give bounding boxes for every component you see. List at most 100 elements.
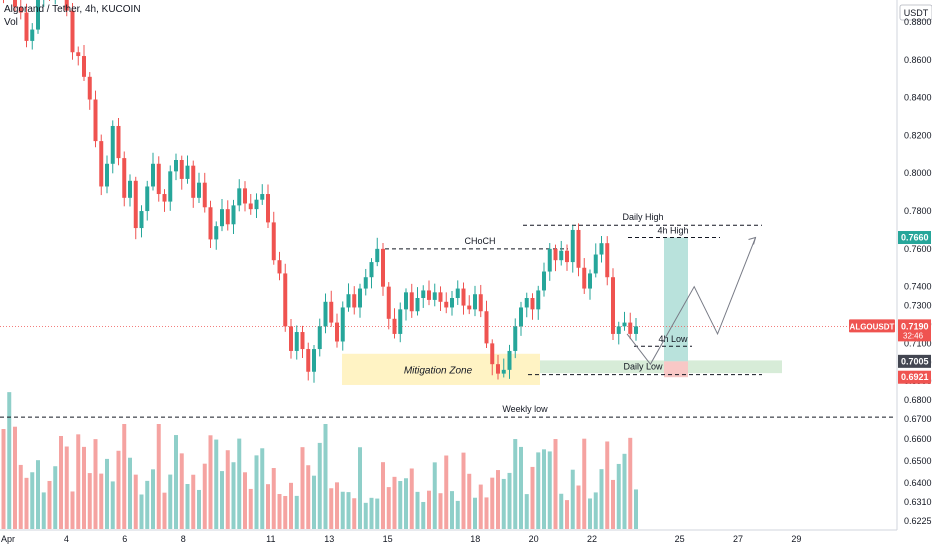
volume-bar [404,478,408,529]
current-price-tag: 0.7190 [901,321,929,331]
volume-bar [548,451,552,529]
volume-bar [577,486,581,529]
volume-bar [617,464,621,529]
volume-bar [25,478,29,529]
chart-title: Algorand / Tether, 4h, KUCOIN [4,3,141,16]
volume-bar [439,493,443,529]
volume-bar [329,488,333,529]
candle [588,273,592,288]
candle [312,349,316,372]
volume-bar [542,449,546,529]
candle [283,273,287,326]
volume-bar [479,485,483,529]
price-tick-label: 0.7300 [904,301,932,311]
volume-bar [525,494,529,529]
symbol-tag: ALGOUSDT [850,322,895,331]
volume-bar [467,474,471,529]
candle [105,164,109,187]
volume-bar [628,438,632,529]
candle [220,209,224,226]
volume-bar [582,439,586,529]
volume-bar [312,476,316,529]
volume-bar [53,466,57,529]
volume-bar [30,472,34,529]
price-tick-label: 0.6400 [904,478,932,488]
price-tick-label: 0.6500 [904,456,932,466]
candle [134,181,138,228]
time-tick-label: 25 [675,534,685,544]
candle [462,289,466,306]
candle [479,294,483,311]
candle [163,194,167,202]
volume-bar [416,492,420,529]
volume-bar [341,492,345,529]
weekly-low-label: Weekly low [502,404,548,414]
candle [335,323,339,342]
volume-bar [427,491,431,529]
candle [209,207,213,239]
volume-bar [306,465,310,529]
candle [364,277,368,288]
candle [76,52,80,56]
volume-bar [600,469,604,529]
volume-bar [94,439,98,529]
volume-bar [450,491,454,529]
candle [301,332,305,349]
candle [542,272,546,291]
candle [191,166,195,198]
candle [352,294,356,307]
volume-bar [278,494,282,529]
volume-bar [605,441,609,529]
time-tick-label: 11 [266,534,275,544]
candle [421,290,425,298]
candle [554,249,558,260]
volume-bar [571,470,575,529]
volume-bar [214,440,218,529]
volume-bar [99,474,103,529]
demand-price-tag: 0.7005 [901,356,929,366]
price-tick-label: 0.7800 [904,206,932,216]
time-tick-label: 6 [122,534,127,544]
price-tick-label: 0.8200 [904,130,932,140]
candle [278,260,282,273]
candle [94,100,98,142]
volume-bar [536,452,540,529]
candle [467,306,471,310]
volume-bar [111,481,115,529]
countdown-tag: 32:46 [903,331,924,340]
candle [634,326,638,334]
candle [341,307,345,341]
price-tick-label: 0.8800 [904,17,932,27]
volume-bar [180,453,184,529]
h4-high-label: 4h High [657,226,688,236]
candle [502,370,506,374]
volume-bar [444,456,448,529]
mitigation-zone-label: Mitigation Zone [404,365,473,376]
volume-bar [266,484,270,529]
volume-bar [134,475,138,529]
candle [243,188,247,203]
candle [203,183,207,208]
volume-bar [59,436,63,529]
candle [519,307,523,326]
candle [347,294,351,307]
volume-bar [554,439,558,529]
time-tick-label: 20 [529,534,539,544]
price-tick-label: 0.6600 [904,434,932,444]
candle [490,343,494,364]
volume-bar [485,497,489,529]
candle [617,326,621,334]
candle [358,289,362,308]
time-tick-label: 8 [181,534,186,544]
candle [99,141,103,186]
volume-bar [209,435,213,529]
candle [122,158,126,198]
candle [117,126,121,158]
volume-bar [157,424,161,529]
volume-bar [168,475,172,529]
candle [536,290,540,309]
candle [306,349,310,372]
candle [255,200,259,209]
